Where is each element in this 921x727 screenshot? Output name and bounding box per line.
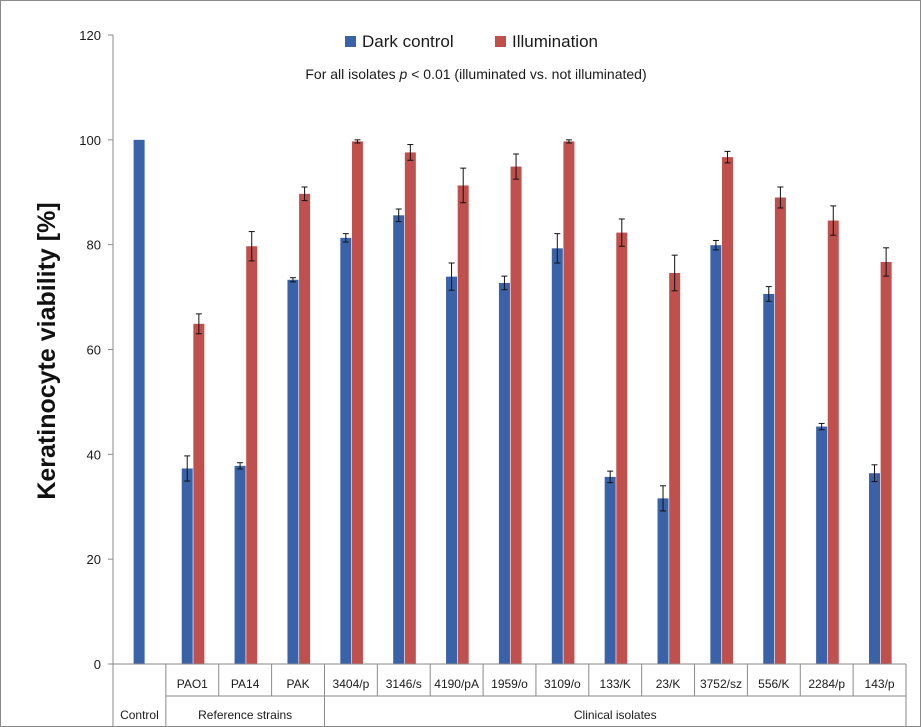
dark-control-bar xyxy=(287,279,299,664)
dark-control-bar xyxy=(446,276,458,664)
illumination-bar xyxy=(404,152,416,664)
dark-control-bar xyxy=(763,293,775,664)
category-label: 143/p xyxy=(865,677,895,691)
illumination-bar xyxy=(722,157,734,664)
illumination-bar xyxy=(457,185,469,664)
y-tick-label: 40 xyxy=(87,447,101,462)
illumination-bar xyxy=(563,141,575,665)
category-label: 3109/o xyxy=(544,677,581,691)
annotation-suffix: < 0.01 (illuminated vs. not illuminated) xyxy=(407,66,646,82)
category-label: 3146/s xyxy=(386,677,422,691)
illumination-bar xyxy=(669,272,681,664)
annotation-variable: p xyxy=(399,66,408,82)
dark-control-bar xyxy=(133,139,145,665)
significance-annotation: For all isolates p < 0.01 (illuminated v… xyxy=(305,66,646,82)
illumination-bar xyxy=(616,232,628,664)
category-label: 23/K xyxy=(656,677,681,691)
category-label: 1959/o xyxy=(491,677,528,691)
dark-control-bar xyxy=(551,248,563,665)
illumination-bar xyxy=(299,193,311,664)
y-tick-label: 60 xyxy=(87,343,101,358)
y-tick-label: 120 xyxy=(79,28,101,43)
category-label: PAO1 xyxy=(177,677,208,691)
legend: Dark control Illumination xyxy=(345,32,598,51)
dark-control-bar xyxy=(657,498,669,664)
dark-control-bar xyxy=(393,215,405,664)
dark-control-bar xyxy=(816,426,828,664)
dark-control-bar xyxy=(181,468,193,664)
group-label: Reference strains xyxy=(198,708,292,722)
y-tick-label: 0 xyxy=(94,657,101,672)
category-label: 4190/pA xyxy=(434,677,479,691)
category-label: 3752/sz xyxy=(700,677,742,691)
dark-control-bar xyxy=(710,245,722,664)
category-label: 556/K xyxy=(758,677,789,691)
category-label: 133/K xyxy=(600,677,631,691)
category-label: 3404/p xyxy=(333,677,370,691)
dark-control-bar xyxy=(604,476,616,664)
illumination-bar xyxy=(510,166,522,664)
y-tick-label: 100 xyxy=(79,133,101,148)
dark-control-bar xyxy=(234,465,246,664)
legend-swatch-illumination xyxy=(495,36,506,47)
group-label: Control xyxy=(120,708,159,722)
illumination-bar xyxy=(246,246,258,664)
legend-label-dark-control: Dark control xyxy=(362,32,454,51)
illumination-bar xyxy=(880,261,892,664)
category-label: PA14 xyxy=(231,677,260,691)
dark-control-bar xyxy=(498,282,510,664)
y-axis-label: Keratinocyte viability [%] xyxy=(33,202,61,499)
illumination-bar xyxy=(193,323,205,664)
legend-label-illumination: Illumination xyxy=(512,32,598,51)
y-tick-label: 20 xyxy=(87,552,101,567)
y-tick-label: 80 xyxy=(87,238,101,253)
illumination-bar xyxy=(774,197,786,664)
legend-swatch-dark-control xyxy=(345,36,356,47)
group-label: Clinical isolates xyxy=(574,708,657,722)
dark-control-bar xyxy=(868,473,880,664)
annotation-prefix: For all isolates xyxy=(305,66,399,82)
dark-control-bar xyxy=(340,237,352,665)
illumination-bar xyxy=(827,220,839,664)
category-label: PAK xyxy=(286,677,309,691)
category-label: 2284/p xyxy=(808,677,845,691)
illumination-bar xyxy=(351,141,363,665)
